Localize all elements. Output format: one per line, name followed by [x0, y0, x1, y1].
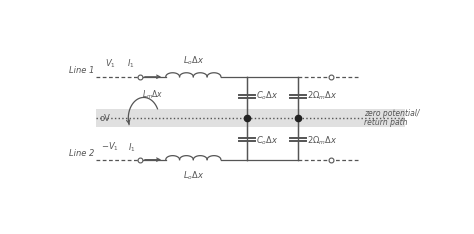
- Text: Line 2: Line 2: [69, 149, 94, 158]
- Text: $2\Omega_m\Delta x$: $2\Omega_m\Delta x$: [307, 89, 338, 102]
- Text: return path: return path: [364, 118, 408, 127]
- Text: $L_m\Delta x$: $L_m\Delta x$: [142, 88, 164, 101]
- Text: $V_1$: $V_1$: [105, 57, 116, 69]
- Text: zero potential/: zero potential/: [364, 109, 419, 118]
- Text: $-V_1$: $-V_1$: [101, 140, 119, 153]
- Text: $L_o\Delta x$: $L_o\Delta x$: [182, 169, 204, 182]
- Text: $2\Omega_m\Delta x$: $2\Omega_m\Delta x$: [307, 135, 338, 147]
- Text: Line 1: Line 1: [69, 66, 94, 75]
- Text: $C_o\Delta x$: $C_o\Delta x$: [256, 135, 278, 147]
- Text: $I_1$: $I_1$: [127, 58, 135, 70]
- Text: $I_1$: $I_1$: [128, 141, 136, 154]
- FancyBboxPatch shape: [96, 109, 405, 127]
- Text: $L_o\Delta x$: $L_o\Delta x$: [182, 54, 204, 67]
- Text: oV: oV: [100, 114, 110, 123]
- Text: $C_o\Delta x$: $C_o\Delta x$: [256, 89, 278, 102]
